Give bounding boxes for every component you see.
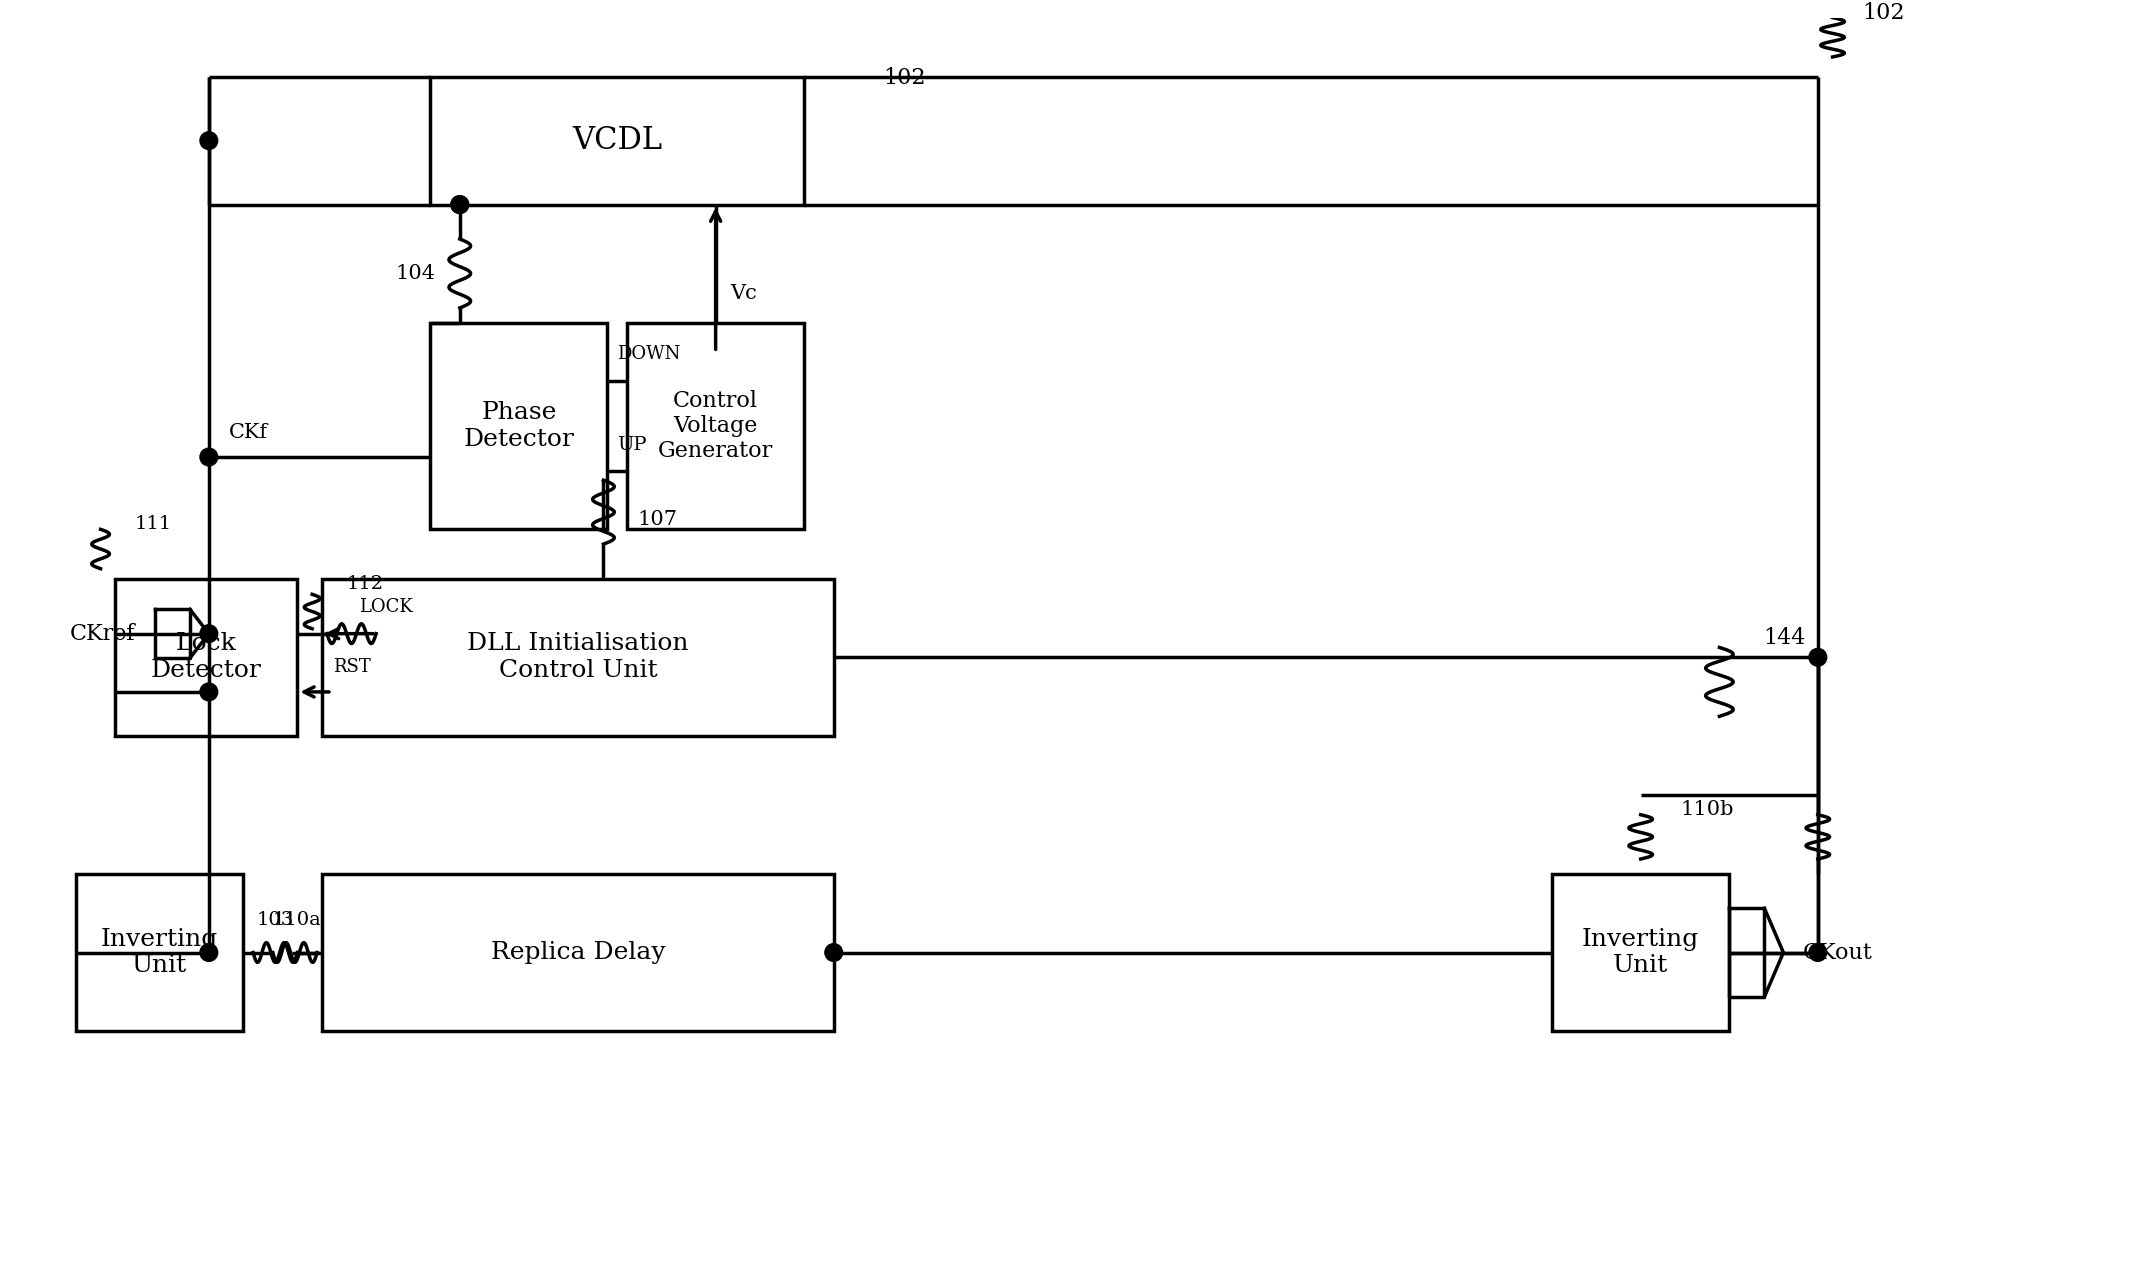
Text: 110a: 110a [273,912,321,929]
Text: 144: 144 [1763,627,1805,649]
Text: Inverting
Unit: Inverting Unit [1582,928,1699,977]
Text: Vc: Vc [730,285,758,303]
Text: 102: 102 [884,67,926,88]
FancyBboxPatch shape [77,874,243,1031]
Circle shape [200,449,217,465]
Text: Inverting
Unit: Inverting Unit [100,928,219,977]
Circle shape [200,132,217,150]
Text: 104: 104 [396,264,436,283]
Circle shape [200,683,217,701]
Text: Lock
Detector: Lock Detector [151,632,262,682]
Text: VCDL: VCDL [573,126,662,156]
Text: 112: 112 [347,576,383,594]
Text: Control
Voltage
Generator: Control Voltage Generator [658,390,773,463]
FancyBboxPatch shape [115,578,298,736]
FancyBboxPatch shape [628,323,805,529]
Text: 102: 102 [1863,1,1905,23]
Text: DOWN: DOWN [617,345,681,363]
FancyBboxPatch shape [430,77,805,205]
FancyBboxPatch shape [321,578,835,736]
Circle shape [824,944,843,962]
Text: 107: 107 [639,510,677,529]
Circle shape [200,624,217,642]
Text: UP: UP [617,436,647,454]
FancyBboxPatch shape [430,323,607,529]
Circle shape [1810,649,1827,667]
Text: 111: 111 [134,515,172,533]
Circle shape [451,196,468,214]
Text: 103: 103 [255,912,294,929]
Text: DLL Initialisation
Control Unit: DLL Initialisation Control Unit [466,632,688,682]
Text: CKref: CKref [70,623,134,645]
Text: Phase
Detector: Phase Detector [464,401,575,451]
Text: CKf: CKf [228,423,268,442]
Circle shape [1810,944,1827,962]
Text: 110b: 110b [1680,800,1733,819]
Circle shape [200,944,217,962]
Circle shape [451,196,468,214]
Text: Replica Delay: Replica Delay [490,941,664,964]
FancyBboxPatch shape [1552,874,1729,1031]
FancyBboxPatch shape [321,874,835,1031]
Text: LOCK: LOCK [360,597,413,617]
Text: CKout: CKout [1803,941,1874,964]
Text: RST: RST [332,658,370,676]
